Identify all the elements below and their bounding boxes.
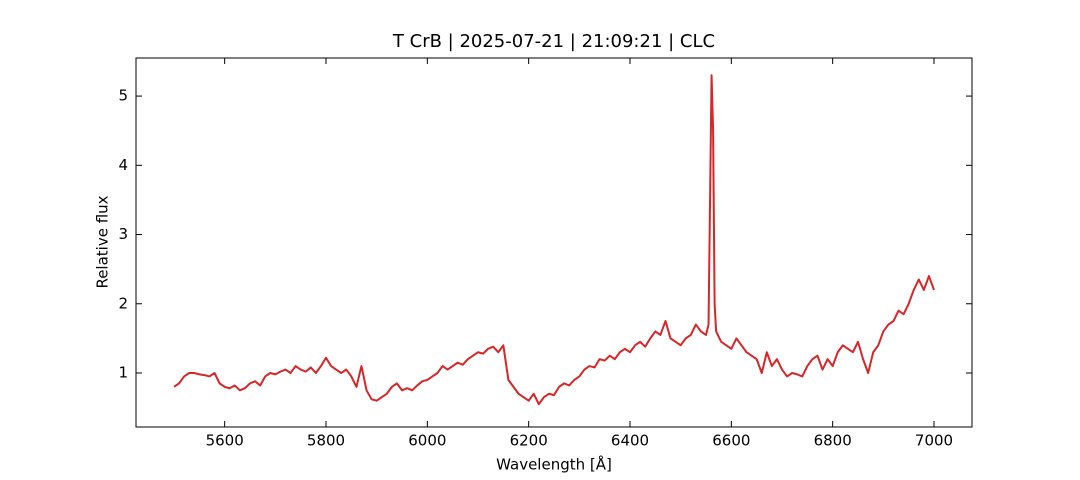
chart-title: T CrB | 2025-07-21 | 21:09:21 | CLC: [392, 31, 715, 52]
y-tick-label: 1: [118, 364, 128, 382]
y-axis-label: Relative flux: [94, 195, 112, 288]
plot-frame: [135, 57, 973, 428]
spectrum-line: [173, 74, 935, 406]
x-tick-label: 6800: [814, 432, 852, 450]
y-tick-label: 4: [118, 156, 128, 174]
x-tick-label: 5600: [206, 432, 244, 450]
x-tick-label: 6200: [510, 432, 548, 450]
x-axis-label: Wavelength [Å]: [496, 455, 612, 474]
y-tick-label: 2: [118, 294, 128, 312]
x-tick-label: 5800: [307, 432, 345, 450]
x-tick-label: 6000: [408, 432, 446, 450]
x-tick-label: 6600: [712, 432, 750, 450]
y-tick-label: 5: [118, 87, 128, 105]
x-tick-label: 7000: [915, 432, 953, 450]
y-tick-label: 3: [118, 225, 128, 243]
x-tick-label: 6400: [611, 432, 649, 450]
